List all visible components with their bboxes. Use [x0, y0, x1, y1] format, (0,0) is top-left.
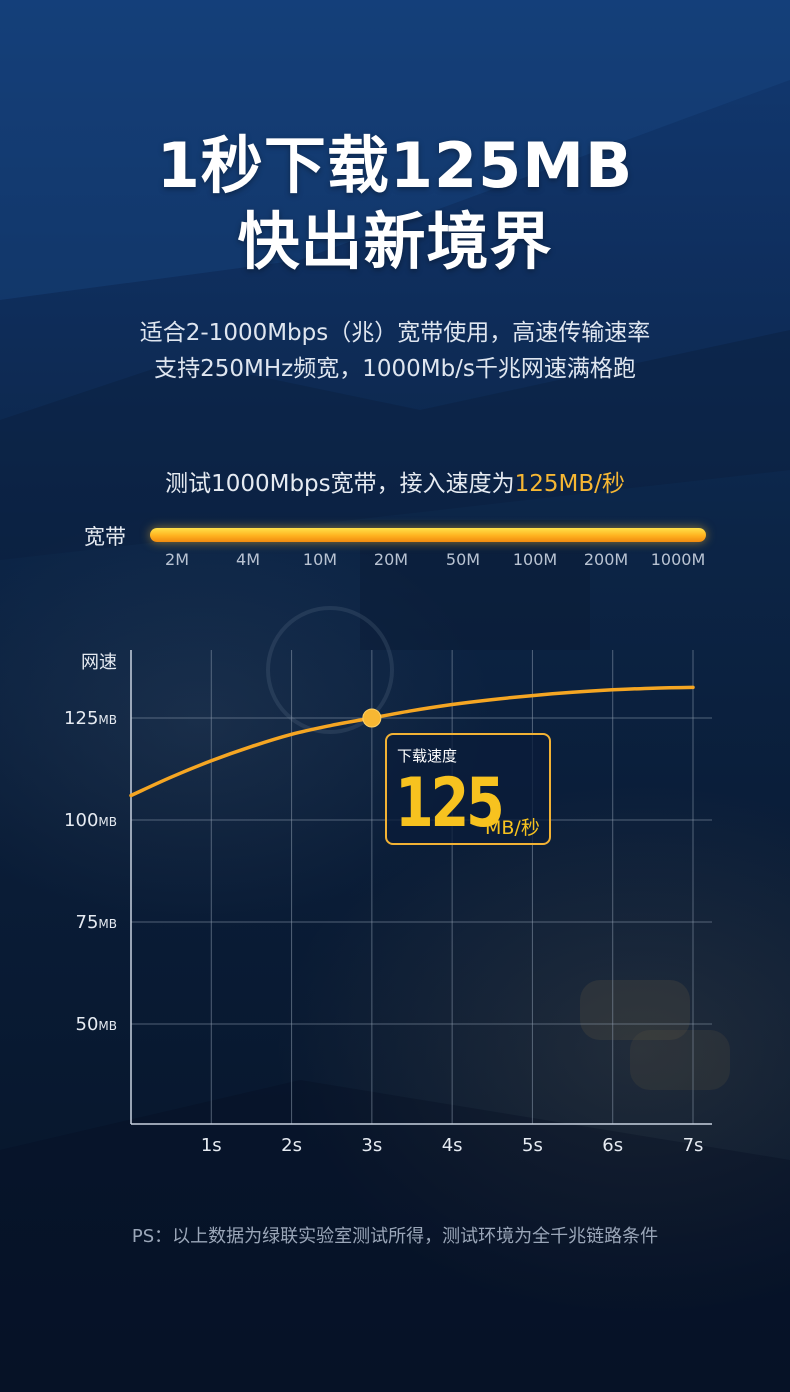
callout-unit: MB/秒: [485, 817, 540, 839]
x-tick-label: 7s: [683, 1135, 704, 1156]
bandwidth-tick: 4M: [236, 550, 260, 569]
x-tick-label: 6s: [602, 1135, 623, 1156]
x-tick-label: 4s: [442, 1135, 463, 1156]
bandwidth-tick: 50M: [445, 550, 481, 569]
headline-line2: 快出新境界: [237, 205, 553, 278]
callout-title: 下载速度: [397, 747, 458, 765]
y-tick-label: 100MB: [64, 810, 117, 831]
bandwidth-label: 宽带: [84, 525, 126, 549]
subtitle-line1: 适合2-1000Mbps（兆）宽带使用，高速传输速率: [139, 320, 651, 346]
bandwidth-tick: 2M: [165, 550, 189, 569]
bandwidth-tick: 20M: [373, 550, 409, 569]
bandwidth-tick: 10M: [302, 550, 338, 569]
y-tick-label: 125MB: [64, 708, 117, 729]
download-speed-callout: 下载速度 125 MB/秒: [385, 733, 551, 845]
y-axis-title: 网速: [81, 652, 117, 673]
x-tick-label: 1s: [201, 1135, 222, 1156]
bandwidth-bar: [150, 528, 706, 542]
footnote: PS：以上数据为绿联实验室测试所得，测试环境为全千兆链路条件: [131, 1226, 659, 1247]
callout-value: 125: [395, 764, 505, 843]
test-speed-highlight: 125MB/秒: [514, 471, 625, 497]
y-tick-label: 75MB: [76, 912, 118, 933]
subtitle-line2: 支持250MHz频宽，1000Mb/s千兆网速满格跑: [154, 356, 636, 382]
headline-line1: 1秒下载125MB: [156, 129, 634, 202]
bandwidth-ticks: 2M 4M 10M 20M 50M 100M 200M 1000M: [140, 550, 720, 574]
test-description: 测试1000Mbps宽带，接入速度为125MB/秒: [0, 466, 790, 502]
speed-series-line: [129, 685, 695, 798]
bandwidth-tick: 1000M: [650, 550, 706, 569]
bandwidth-tick: 100M: [512, 550, 558, 569]
bandwidth-tick: 200M: [583, 550, 629, 569]
test-prefix: 测试1000Mbps宽带，接入速度为: [165, 471, 515, 497]
speed-marker-point: [362, 708, 382, 728]
x-tick-label: 3s: [361, 1135, 382, 1156]
x-tick-label: 5s: [522, 1135, 543, 1156]
x-tick-label: 2s: [281, 1135, 302, 1156]
y-tick-label: 50MB: [76, 1014, 118, 1035]
